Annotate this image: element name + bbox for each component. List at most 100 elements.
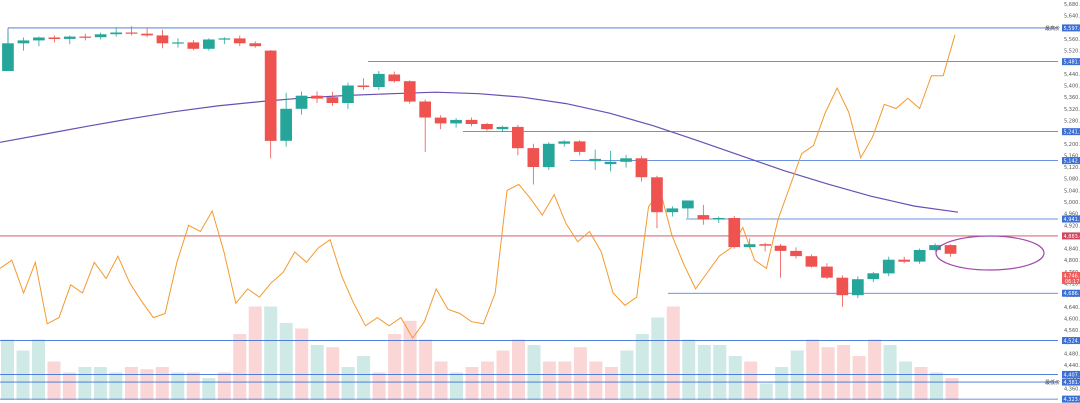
candle-body	[743, 244, 756, 248]
candle-body	[589, 158, 601, 162]
price-side-label: 最低价	[1045, 379, 1060, 386]
volume-bar	[868, 339, 882, 400]
candle-body	[33, 37, 45, 41]
candle-body	[450, 119, 462, 124]
candle-body	[17, 40, 30, 44]
candle-body	[512, 126, 524, 149]
volume-bar	[155, 367, 169, 400]
price-tag	[1062, 378, 1080, 386]
candle-body	[929, 245, 941, 251]
candle-body	[852, 279, 864, 296]
price-tag	[1062, 395, 1080, 403]
price-tag	[1062, 24, 1080, 32]
price-tag	[1062, 58, 1080, 66]
price-tick-label: 5,120.00	[1064, 165, 1080, 171]
candle-body	[465, 119, 478, 124]
volume-bar	[465, 367, 479, 400]
candle-body	[635, 158, 648, 178]
price-tick-label: 4,480.00	[1064, 351, 1080, 357]
volume-bar	[186, 372, 200, 400]
volume-bar	[16, 350, 30, 400]
candle-body	[882, 259, 895, 274]
candle-body	[373, 73, 385, 87]
volume-bar	[1, 339, 14, 400]
volume-bar	[635, 334, 649, 400]
candle-body	[712, 218, 725, 220]
volume-bar	[914, 367, 928, 400]
volume-bar	[357, 356, 371, 400]
price-tick-label: 5,680.00	[1064, 2, 1080, 8]
candle-body	[682, 200, 694, 209]
candle-body	[898, 259, 910, 262]
candle-body	[2, 43, 14, 71]
volume-bar	[573, 347, 587, 400]
volume-bar	[171, 372, 185, 400]
moving-average-line	[0, 91, 959, 213]
volume-bar	[388, 334, 402, 400]
candle-body	[620, 158, 632, 162]
candle-body	[295, 95, 308, 109]
price-tag-label: 5,142.17	[1064, 159, 1080, 165]
candle-body	[79, 36, 92, 38]
volume-bar	[744, 361, 758, 400]
price-side-label: 最高价	[1045, 25, 1060, 32]
candle-body	[790, 250, 802, 257]
price-tick-label: 4,440.00	[1064, 363, 1080, 369]
candle-body	[527, 148, 540, 167]
candle-body	[249, 43, 262, 47]
price-tags: 5,597.84 最高价 5,481.97 5,241.58 5,142.17 4,941…	[1045, 24, 1080, 403]
candle-body	[728, 218, 741, 248]
candle-body	[172, 42, 184, 44]
price-tag-label: 4,686.72	[1064, 291, 1080, 297]
volume-bar	[527, 345, 541, 400]
price-tag	[1062, 289, 1080, 297]
candle-body	[187, 42, 200, 49]
current-price-time: 06:17	[1065, 279, 1079, 285]
moving-average	[0, 91, 959, 213]
price-tick-label: 4,720.00	[1064, 282, 1080, 288]
volume-bar	[945, 378, 959, 400]
candle-body	[821, 266, 833, 278]
volume-bar	[450, 372, 463, 400]
volume-bar	[728, 356, 742, 400]
volume-bar	[62, 372, 76, 400]
price-tick-label: 4,960.00	[1064, 212, 1080, 218]
candle-body	[233, 38, 246, 44]
volume-bar	[233, 334, 247, 400]
volume-bar	[496, 350, 510, 400]
candle-body	[141, 33, 153, 36]
volume-bar	[512, 339, 525, 400]
volume-bar	[542, 361, 556, 400]
volume-bar	[589, 361, 603, 400]
volume-bar	[604, 367, 618, 400]
volume-bar	[775, 367, 789, 400]
current-price-label: 4,746.16	[1064, 273, 1080, 279]
volume-bar	[32, 339, 45, 400]
price-tag-label: 5,597.84	[1064, 26, 1080, 32]
volume-bar	[124, 367, 138, 400]
volume-bar	[713, 345, 727, 400]
volume-bar	[326, 347, 340, 400]
current-price-tag	[1062, 271, 1080, 284]
volume-bar	[620, 350, 634, 400]
candle-body	[342, 85, 354, 103]
candle-body	[156, 35, 169, 44]
candle-body	[759, 244, 771, 246]
candle-body	[110, 32, 122, 35]
candle-body	[573, 141, 586, 152]
price-tag	[1062, 157, 1080, 165]
price-tick-label: 4,600.00	[1064, 316, 1080, 322]
price-tag	[1062, 232, 1080, 240]
candle-body	[481, 124, 493, 130]
price-tag-label: 4,381.65	[1064, 380, 1080, 386]
candle-body	[434, 117, 447, 124]
volume-bar	[341, 367, 355, 400]
price-tag-label: 5,241.58	[1064, 130, 1080, 136]
candle-body	[218, 38, 231, 40]
price-tag-label: 4,883.49	[1064, 234, 1080, 240]
price-tick-label: 5,640.00	[1064, 14, 1080, 20]
candle-body	[944, 245, 957, 254]
candle-body	[496, 126, 509, 130]
volume-bar	[310, 345, 324, 400]
